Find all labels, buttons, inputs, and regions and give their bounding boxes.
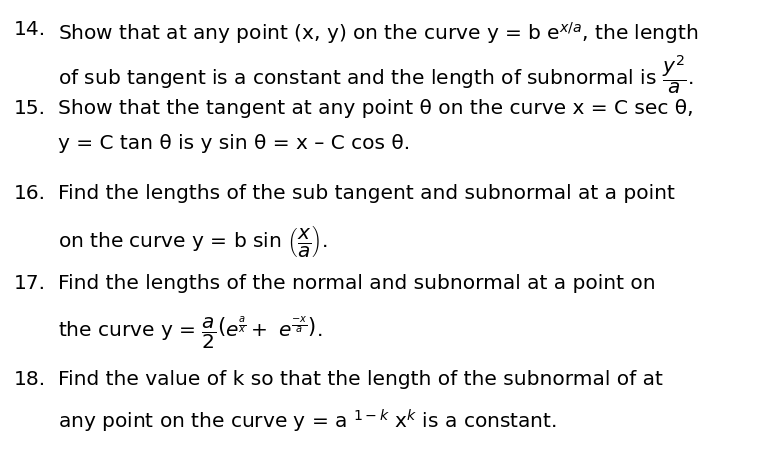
Text: Find the value of k so that the length of the subnormal of at: Find the value of k so that the length o… — [58, 370, 663, 389]
Text: any point on the curve y = a $^{1-k}$ x$^k$ is a constant.: any point on the curve y = a $^{1-k}$ x$… — [58, 407, 556, 435]
Text: 16.: 16. — [14, 184, 46, 203]
Text: of sub tangent is a constant and the length of subnormal is $\dfrac{y^2}{a}$.: of sub tangent is a constant and the len… — [58, 54, 693, 97]
Text: 18.: 18. — [14, 370, 46, 389]
Text: Show that at any point (x, y) on the curve y = b e$^{x/a}$, the length: Show that at any point (x, y) on the cur… — [58, 20, 698, 46]
Text: Show that the tangent at any point θ on the curve x = C sec θ,: Show that the tangent at any point θ on … — [58, 99, 694, 118]
Text: 14.: 14. — [14, 20, 46, 39]
Text: Find the lengths of the normal and subnormal at a point on: Find the lengths of the normal and subno… — [58, 274, 655, 293]
Text: 15.: 15. — [14, 99, 46, 118]
Text: Find the lengths of the sub tangent and subnormal at a point: Find the lengths of the sub tangent and … — [58, 184, 674, 203]
Text: 17.: 17. — [14, 274, 46, 293]
Text: y = C tan θ is y sin θ = x – C cos θ.: y = C tan θ is y sin θ = x – C cos θ. — [58, 134, 409, 153]
Text: the curve y = $\dfrac{a}{2}\left(e^{\frac{a}{x}} +\ e^{\frac{-x}{a}}\right)$.: the curve y = $\dfrac{a}{2}\left(e^{\fra… — [58, 316, 322, 351]
Text: on the curve y = b sin $\left(\dfrac{x}{a}\right)$.: on the curve y = b sin $\left(\dfrac{x}{… — [58, 223, 327, 259]
